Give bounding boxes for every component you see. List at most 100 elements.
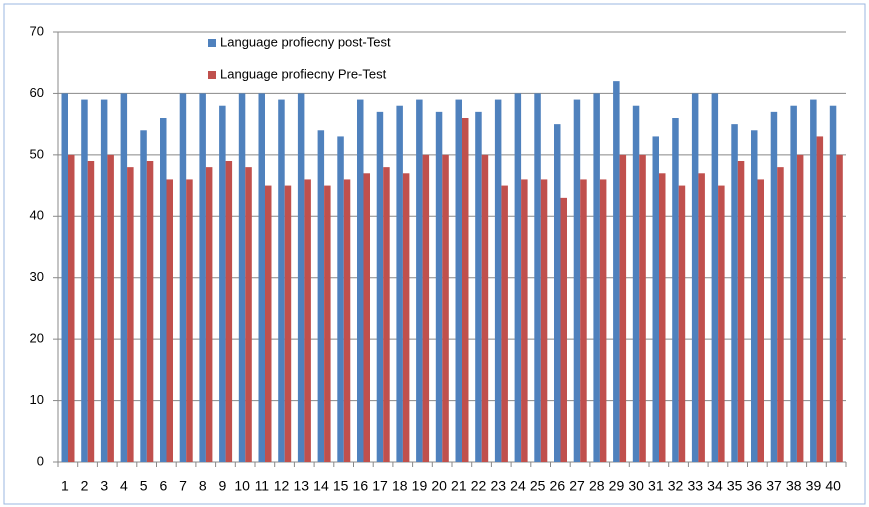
- bar: [61, 93, 68, 462]
- x-tick-label: 39: [806, 478, 822, 494]
- x-tick-label: 7: [179, 478, 187, 494]
- legend-swatch: [208, 39, 216, 47]
- y-tick-label: 0: [37, 453, 44, 468]
- bar: [540, 179, 548, 462]
- bar: [514, 93, 522, 462]
- bar: [343, 179, 351, 462]
- x-tick-label: 22: [471, 478, 487, 494]
- x-tick-label: 19: [412, 478, 428, 494]
- bar: [376, 111, 384, 462]
- bar: [304, 179, 311, 462]
- bar: [357, 99, 364, 463]
- bar: [146, 161, 154, 462]
- bar: [120, 93, 128, 462]
- bar: [678, 185, 686, 463]
- bar: [337, 136, 344, 462]
- bar: [494, 99, 502, 463]
- x-tick-label: 3: [100, 478, 108, 494]
- bar: [422, 154, 430, 462]
- x-tick-label: 11: [255, 478, 270, 494]
- x-tick-label: 37: [766, 478, 782, 494]
- bar: [718, 185, 725, 463]
- bar: [737, 161, 745, 462]
- bar: [691, 93, 699, 462]
- y-tick-label: 10: [30, 392, 44, 407]
- bar: [672, 118, 679, 462]
- bar: [186, 179, 193, 462]
- bar: [81, 99, 88, 463]
- bar: [481, 154, 489, 462]
- x-tick-label: 9: [219, 478, 227, 494]
- legend-swatch: [208, 71, 216, 79]
- bar: [219, 105, 226, 462]
- legend-label: Language profiecny post-Test: [220, 34, 391, 49]
- x-tick-label: 8: [199, 478, 207, 494]
- bar: [245, 167, 252, 462]
- bar: [160, 118, 167, 462]
- x-tick-label: 25: [530, 478, 546, 494]
- bar: [632, 105, 640, 462]
- bar: [258, 93, 265, 462]
- x-tick-label: 26: [550, 478, 566, 494]
- y-tick-label: 20: [30, 331, 44, 346]
- bar: [816, 136, 824, 462]
- bar: [100, 99, 108, 463]
- x-tick-label: 33: [687, 478, 703, 494]
- x-tick-label: 18: [392, 478, 408, 494]
- x-tick-label: 10: [234, 478, 250, 494]
- x-tick-label: 17: [372, 478, 388, 494]
- bar: [757, 179, 764, 462]
- bar: [68, 154, 75, 462]
- x-tick-label: 21: [451, 478, 467, 494]
- y-tick-label: 40: [30, 208, 44, 223]
- x-tick-label: 23: [490, 478, 506, 494]
- bar: [383, 167, 390, 462]
- bar: [613, 81, 620, 463]
- x-tick-label: 5: [140, 478, 148, 494]
- bar: [455, 99, 462, 463]
- bar: [698, 173, 705, 463]
- bar: [324, 185, 331, 463]
- x-tick-label: 29: [609, 478, 625, 494]
- bar: [790, 105, 797, 462]
- y-tick-label: 50: [30, 146, 44, 161]
- x-tick-label: 12: [274, 478, 290, 494]
- bar: [619, 154, 627, 462]
- bar: [652, 136, 659, 462]
- x-tick-label: 20: [431, 478, 447, 494]
- bar: [554, 124, 561, 463]
- bar: [87, 161, 95, 462]
- x-tick-label: 28: [589, 478, 605, 494]
- bar: [363, 173, 370, 463]
- bar: [580, 179, 587, 462]
- bar: [534, 93, 541, 462]
- bar: [166, 179, 173, 462]
- x-tick-label: 32: [668, 478, 684, 494]
- x-tick-label: 15: [333, 478, 349, 494]
- x-tick-label: 40: [825, 478, 841, 494]
- bar: [179, 93, 187, 462]
- bar: [501, 185, 508, 463]
- x-tick-label: 4: [120, 478, 128, 494]
- x-tick-label: 27: [569, 478, 585, 494]
- bar: [573, 99, 581, 463]
- bar: [225, 161, 233, 462]
- bar: [284, 185, 292, 463]
- x-tick-label: 34: [707, 478, 723, 494]
- bar: [829, 105, 837, 462]
- x-tick-label: 38: [786, 478, 802, 494]
- bar: [107, 154, 114, 462]
- bar: [416, 99, 423, 463]
- x-tick-label: 2: [81, 478, 89, 494]
- bar: [796, 154, 804, 462]
- x-tick-label: 31: [648, 478, 664, 494]
- bar: [810, 99, 817, 463]
- bar: [278, 99, 285, 463]
- bar: [770, 111, 778, 462]
- bar: [317, 130, 325, 463]
- bar: [238, 93, 246, 462]
- x-tick-label: 24: [510, 478, 526, 494]
- bar: [777, 167, 784, 462]
- bar: [442, 154, 449, 462]
- bar: [297, 93, 305, 462]
